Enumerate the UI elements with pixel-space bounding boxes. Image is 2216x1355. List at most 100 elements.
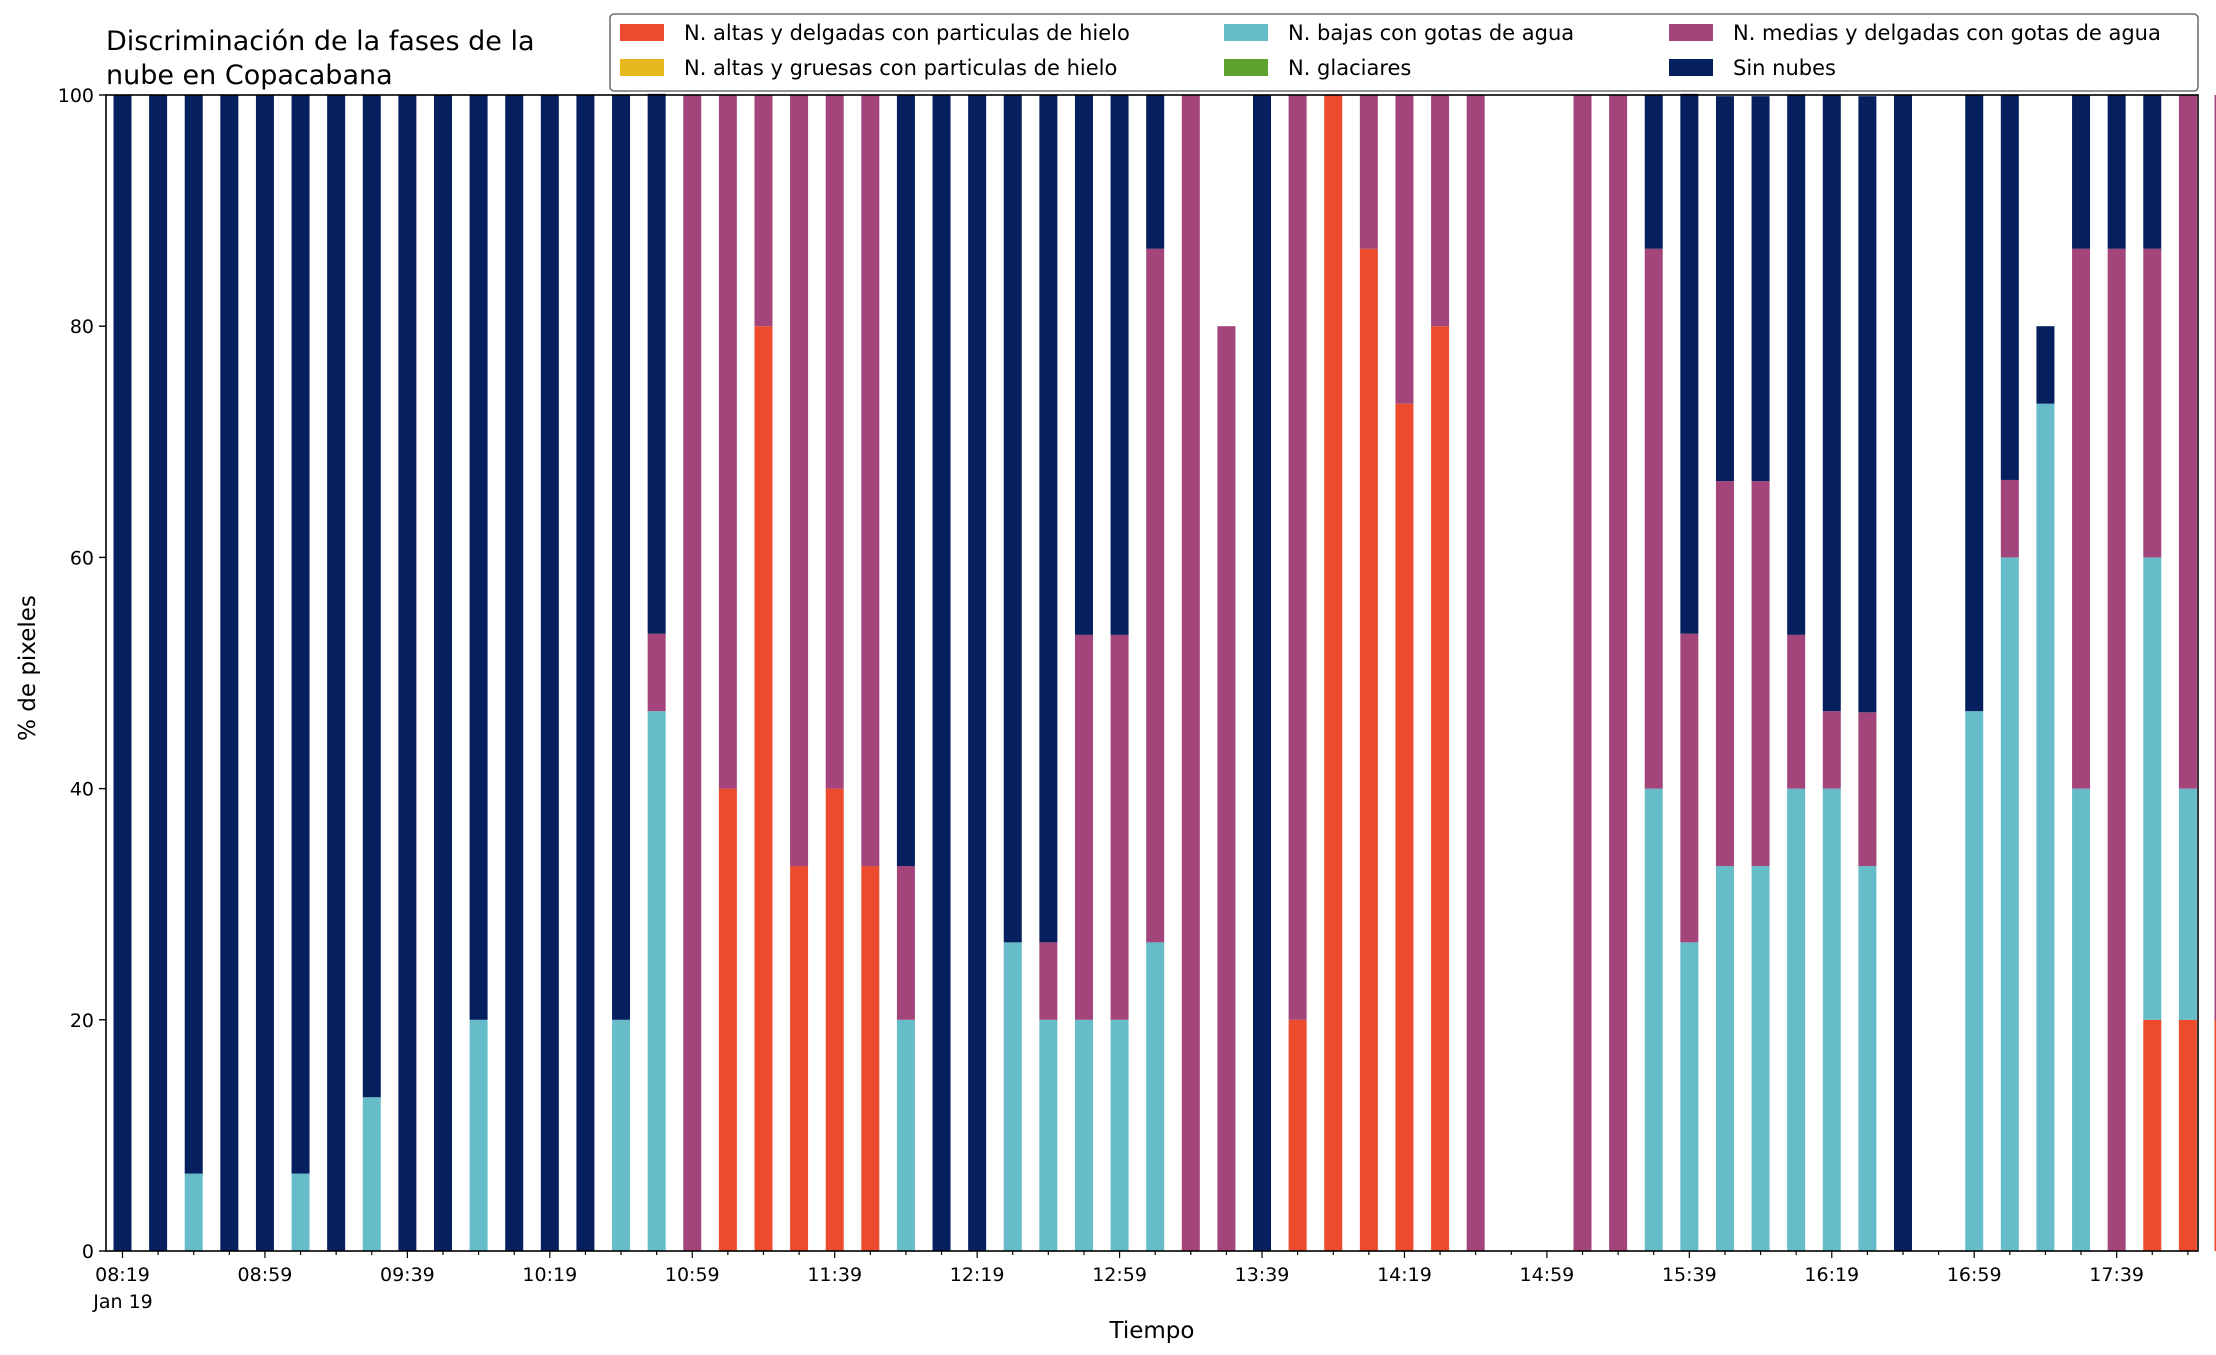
bar-n-medias-y-delgadas-con-gotas-de-agua-31 bbox=[1217, 326, 1236, 1251]
legend-label-n-altas-y-gruesas-con-particulas-de-hielo: N. altas y gruesas con particulas de hie… bbox=[684, 56, 1117, 80]
x-tick-label-1739: 17:39 bbox=[2089, 1264, 2144, 1286]
bar-n-bajas-con-gotas-de-agua-10 bbox=[469, 1019, 488, 1251]
bar-n-bajas-con-gotas-de-agua-15 bbox=[647, 711, 666, 1251]
bar-sin-nubes-22 bbox=[896, 95, 915, 867]
y-ticks: 0 20 40 60 80 100 bbox=[58, 85, 106, 1263]
bar-sin-nubes-8 bbox=[398, 95, 417, 1251]
bar-sin-nubes-28 bbox=[1110, 95, 1129, 635]
bar-n-altas-y-delgadas-con-particulas-de-hielo-19 bbox=[790, 866, 809, 1251]
x-axis-label: Tiempo bbox=[1109, 1318, 1195, 1344]
plot-frame bbox=[105, 94, 2199, 1252]
x-date-label: Jan 19 bbox=[92, 1291, 153, 1313]
bar-n-altas-y-delgadas-con-particulas-de-hielo-20 bbox=[825, 788, 844, 1251]
bar-n-bajas-con-gotas-de-agua-46 bbox=[1751, 866, 1770, 1251]
bar-n-medias-y-delgadas-con-gotas-de-agua-16 bbox=[683, 95, 702, 1251]
x-tick-label-1019: 10:19 bbox=[522, 1264, 577, 1286]
bar-n-medias-y-delgadas-con-gotas-de-agua-55 bbox=[2072, 248, 2091, 789]
bar-sin-nubes-43 bbox=[1644, 95, 1663, 249]
x-ticks: 08:19 08:59 09:39 10:19 10:59 11:39 12:19 12:59… bbox=[95, 1251, 2189, 1286]
bar-sin-nubes-13 bbox=[576, 95, 595, 1251]
bar-n-medias-y-delgadas-con-gotas-de-agua-45 bbox=[1715, 481, 1734, 867]
bar-sin-nubes-0 bbox=[113, 95, 132, 1251]
bar-n-medias-y-delgadas-con-gotas-de-agua-33 bbox=[1288, 95, 1307, 1020]
bar-sin-nubes-10 bbox=[469, 95, 488, 1020]
bar-n-bajas-con-gotas-de-agua-29 bbox=[1146, 942, 1165, 1251]
x-tick-label-0859: 08:59 bbox=[238, 1264, 293, 1286]
bar-sin-nubes-53 bbox=[2000, 95, 2019, 480]
y-tick-label-20: 20 bbox=[70, 1010, 94, 1032]
y-axis-label: % de pixeles bbox=[15, 595, 41, 741]
bar-sin-nubes-50 bbox=[1894, 95, 1912, 1251]
y-tick-label-40: 40 bbox=[70, 779, 94, 801]
bar-sin-nubes-24 bbox=[968, 95, 987, 1251]
bar-n-medias-y-delgadas-con-gotas-de-agua-46 bbox=[1751, 481, 1770, 867]
legend-swatch-n-altas-y-delgadas-con-particulas-de-hielo bbox=[620, 24, 664, 41]
bar-n-bajas-con-gotas-de-agua-49 bbox=[1858, 866, 1877, 1251]
x-tick-label-1459: 14:59 bbox=[1520, 1264, 1575, 1286]
bar-n-medias-y-delgadas-con-gotas-de-agua-44 bbox=[1680, 633, 1699, 943]
bar-sin-nubes-5 bbox=[291, 95, 310, 1174]
bar-sin-nubes-57 bbox=[2143, 95, 2162, 249]
bar-sin-nubes-9 bbox=[433, 95, 452, 1251]
y-tick-label-100: 100 bbox=[58, 85, 94, 107]
bar-n-medias-y-delgadas-con-gotas-de-agua-38 bbox=[1466, 95, 1485, 1251]
bar-n-medias-y-delgadas-con-gotas-de-agua-58 bbox=[2178, 95, 2197, 789]
bar-n-bajas-con-gotas-de-agua-25 bbox=[1003, 942, 1022, 1251]
bar-sin-nubes-11 bbox=[505, 95, 524, 1251]
chart-title-line-1: Discriminación de la fases de la bbox=[106, 26, 535, 57]
bar-n-medias-y-delgadas-con-gotas-de-agua-17 bbox=[718, 95, 737, 789]
legend: N. altas y delgadas con particulas de hi… bbox=[609, 13, 2199, 92]
legend-swatch-n-altas-y-gruesas-con-particulas-de-hielo bbox=[620, 59, 664, 76]
bar-n-medias-y-delgadas-con-gotas-de-agua-56 bbox=[2107, 248, 2126, 1251]
bar-n-medias-y-delgadas-con-gotas-de-agua-41 bbox=[1573, 95, 1592, 1251]
bar-sin-nubes-25 bbox=[1003, 95, 1022, 943]
bar-sin-nubes-2 bbox=[184, 95, 203, 1174]
bar-sin-nubes-27 bbox=[1074, 95, 1093, 635]
y-tick-label-80: 80 bbox=[70, 316, 94, 338]
legend-swatch-n-medias-y-delgadas-con-gotas-de-agua bbox=[1669, 24, 1713, 41]
bar-sin-nubes-3 bbox=[220, 95, 239, 1251]
bar-n-bajas-con-gotas-de-agua-58 bbox=[2178, 788, 2197, 1020]
y-tick-label-60: 60 bbox=[70, 547, 94, 569]
bar-n-bajas-con-gotas-de-agua-44 bbox=[1680, 942, 1699, 1251]
bar-n-altas-y-delgadas-con-particulas-de-hielo-59 bbox=[2214, 1019, 2216, 1251]
bar-sin-nubes-52 bbox=[1965, 95, 1984, 712]
bar-n-bajas-con-gotas-de-agua-7 bbox=[362, 1097, 381, 1251]
bar-n-medias-y-delgadas-con-gotas-de-agua-43 bbox=[1644, 248, 1663, 789]
bar-sin-nubes-32 bbox=[1253, 95, 1272, 1251]
bar-sin-nubes-14 bbox=[612, 95, 631, 1020]
bar-sin-nubes-47 bbox=[1787, 95, 1806, 635]
bar-sin-nubes-49 bbox=[1858, 96, 1877, 713]
bar-sin-nubes-55 bbox=[2072, 95, 2091, 249]
legend-label-n-medias-y-delgadas-con-gotas-de-agua: N. medias y delgadas con gotas de agua bbox=[1733, 21, 2161, 45]
bar-sin-nubes-15 bbox=[647, 93, 666, 634]
legend-label-sin-nubes: Sin nubes bbox=[1733, 56, 1836, 80]
axes-layer bbox=[105, 94, 2199, 1252]
bar-n-medias-y-delgadas-con-gotas-de-agua-53 bbox=[2000, 479, 2019, 558]
bar-n-medias-y-delgadas-con-gotas-de-agua-49 bbox=[1858, 712, 1877, 867]
bar-sin-nubes-6 bbox=[327, 95, 346, 1251]
bar-n-altas-y-delgadas-con-particulas-de-hielo-37 bbox=[1431, 326, 1450, 1251]
bar-n-altas-y-delgadas-con-particulas-de-hielo-21 bbox=[861, 866, 880, 1251]
bar-n-bajas-con-gotas-de-agua-55 bbox=[2072, 788, 2091, 1251]
bar-n-altas-y-delgadas-con-particulas-de-hielo-35 bbox=[1359, 248, 1378, 1251]
bar-n-medias-y-delgadas-con-gotas-de-agua-37 bbox=[1431, 95, 1450, 327]
bar-n-medias-y-delgadas-con-gotas-de-agua-36 bbox=[1395, 95, 1414, 404]
bar-sin-nubes-1 bbox=[149, 95, 168, 1251]
bar-n-altas-y-delgadas-con-particulas-de-hielo-33 bbox=[1288, 1019, 1307, 1251]
bar-sin-nubes-48 bbox=[1822, 95, 1841, 712]
x-tick-label-1059: 10:59 bbox=[665, 1264, 720, 1286]
bar-n-medias-y-delgadas-con-gotas-de-agua-20 bbox=[825, 95, 844, 789]
bar-n-bajas-con-gotas-de-agua-27 bbox=[1074, 1019, 1093, 1251]
bar-n-altas-y-delgadas-con-particulas-de-hielo-58 bbox=[2178, 1019, 2197, 1251]
bar-sin-nubes-45 bbox=[1715, 96, 1734, 482]
legend-box bbox=[609, 13, 2199, 92]
bar-n-medias-y-delgadas-con-gotas-de-agua-28 bbox=[1110, 634, 1129, 1020]
bar-n-bajas-con-gotas-de-agua-5 bbox=[291, 1173, 310, 1251]
bar-n-bajas-con-gotas-de-agua-54 bbox=[2036, 403, 2055, 1251]
bar-n-medias-y-delgadas-con-gotas-de-agua-27 bbox=[1074, 634, 1093, 1020]
bar-n-medias-y-delgadas-con-gotas-de-agua-30 bbox=[1181, 95, 1200, 1251]
bar-n-medias-y-delgadas-con-gotas-de-agua-26 bbox=[1039, 942, 1058, 1020]
bar-sin-nubes-12 bbox=[540, 95, 559, 1251]
